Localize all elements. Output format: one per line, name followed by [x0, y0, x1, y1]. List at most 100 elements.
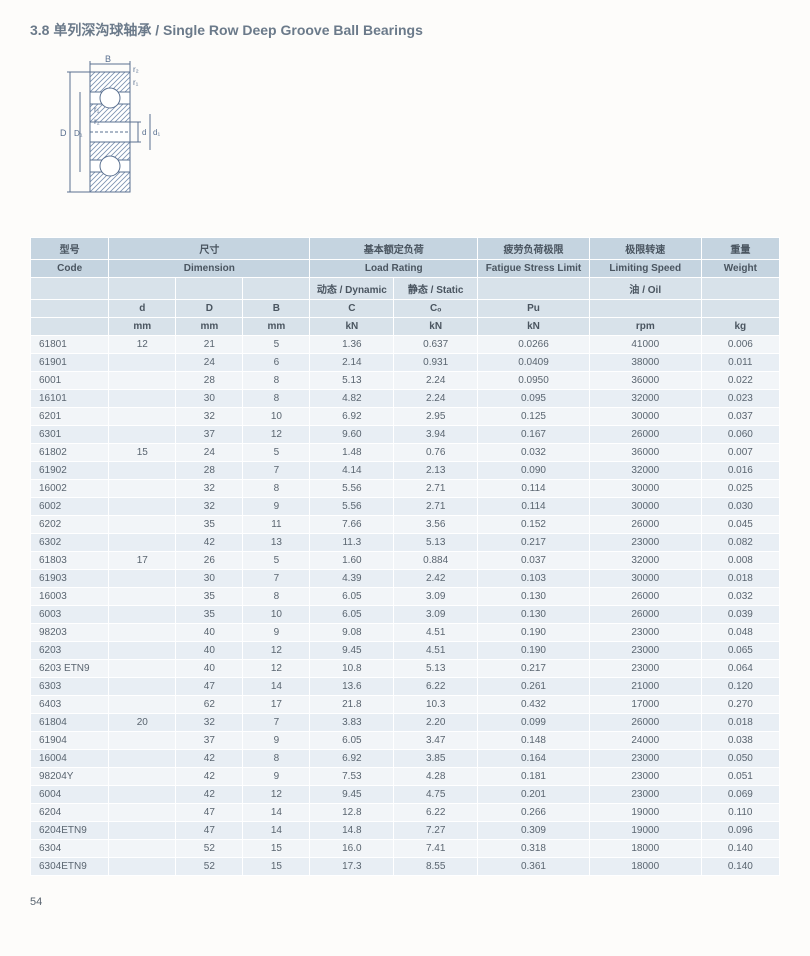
table-cell	[109, 678, 176, 696]
table-cell: 0.096	[701, 822, 779, 840]
sub1-static: 静态 / Static	[394, 278, 478, 300]
table-cell: 6303	[31, 678, 109, 696]
title-cn: 单列深沟球轴承	[53, 22, 151, 38]
table-cell	[109, 534, 176, 552]
hdr-weight-cn: 重量	[701, 238, 779, 260]
table-cell: 16.0	[310, 840, 394, 858]
table-cell: 3.94	[394, 426, 478, 444]
table-cell: 19000	[589, 822, 701, 840]
table-cell: 9.45	[310, 642, 394, 660]
table-cell: 21.8	[310, 696, 394, 714]
unit-mm2: mm	[176, 318, 243, 336]
table-cell: 16003	[31, 588, 109, 606]
table-cell: 2.71	[394, 498, 478, 516]
table-cell: 15	[243, 858, 310, 876]
table-cell: 0.110	[701, 804, 779, 822]
table-cell	[109, 732, 176, 750]
table-cell: 0.050	[701, 750, 779, 768]
table-cell: 8	[243, 588, 310, 606]
table-cell: 0.103	[478, 570, 590, 588]
table-cell: 12	[243, 660, 310, 678]
spec-table: 型号 尺寸 基本额定负荷 疲劳负荷极限 极限转速 重量 Code Dimensi…	[30, 237, 780, 876]
table-cell: 23000	[589, 534, 701, 552]
table-row: 6403621721.810.30.432170000.270	[31, 696, 780, 714]
table-cell	[109, 840, 176, 858]
hdr-code-en: Code	[31, 260, 109, 278]
table-cell: 3.85	[394, 750, 478, 768]
table-cell: 12	[243, 426, 310, 444]
table-cell: 0.261	[478, 678, 590, 696]
table-cell: 30000	[589, 498, 701, 516]
table-cell: 5.56	[310, 480, 394, 498]
svg-text:D₁: D₁	[74, 129, 83, 138]
table-cell: 0.140	[701, 840, 779, 858]
table-cell: 23000	[589, 768, 701, 786]
table-cell: 0.931	[394, 354, 478, 372]
table-cell: 7	[243, 570, 310, 588]
table-cell: 6.22	[394, 678, 478, 696]
table-cell: 8.55	[394, 858, 478, 876]
table-row: 982034099.084.510.190230000.048	[31, 624, 780, 642]
table-cell: 0.0266	[478, 336, 590, 354]
table-cell: 61801	[31, 336, 109, 354]
hdr-speed-cn: 极限转速	[589, 238, 701, 260]
table-cell: 6004	[31, 786, 109, 804]
table-cell: 0.099	[478, 714, 590, 732]
table-cell	[109, 570, 176, 588]
table-cell	[109, 390, 176, 408]
table-cell: 35	[176, 606, 243, 624]
hdr-weight-en: Weight	[701, 260, 779, 278]
table-cell: 6203 ETN9	[31, 660, 109, 678]
table-row: 619022874.142.130.090320000.016	[31, 462, 780, 480]
table-cell: 13	[243, 534, 310, 552]
table-cell: 7.66	[310, 516, 394, 534]
table-cell: 0.201	[478, 786, 590, 804]
table-cell: 15	[243, 840, 310, 858]
table-cell: 26000	[589, 516, 701, 534]
table-cell: 0.048	[701, 624, 779, 642]
unit-mm1: mm	[109, 318, 176, 336]
sub2-7	[589, 300, 701, 318]
table-cell: 0.125	[478, 408, 590, 426]
table-cell: 2.95	[394, 408, 478, 426]
table-cell: 0.038	[701, 732, 779, 750]
table-cell: 42	[176, 534, 243, 552]
unit-kn3: kN	[478, 318, 590, 336]
table-cell: 41000	[589, 336, 701, 354]
table-cell: 0.76	[394, 444, 478, 462]
table-cell: 6302	[31, 534, 109, 552]
table-cell	[109, 354, 176, 372]
table-cell: 11	[243, 516, 310, 534]
table-cell: 9.60	[310, 426, 394, 444]
table-cell: 47	[176, 822, 243, 840]
table-cell	[109, 822, 176, 840]
table-cell: 0.152	[478, 516, 590, 534]
table-cell: 8	[243, 390, 310, 408]
table-cell: 9	[243, 498, 310, 516]
sub2-d: d	[109, 300, 176, 318]
table-cell	[109, 372, 176, 390]
table-cell: 6304ETN9	[31, 858, 109, 876]
section-number: 3.8	[30, 22, 49, 38]
table-cell: 40	[176, 660, 243, 678]
table-cell: 35	[176, 516, 243, 534]
table-cell: 8	[243, 750, 310, 768]
table-cell: 2.20	[394, 714, 478, 732]
table-cell: 10	[243, 408, 310, 426]
table-cell: 32000	[589, 462, 701, 480]
table-cell: 0.361	[478, 858, 590, 876]
table-cell: 2.24	[394, 372, 478, 390]
hdr-dim-en: Dimension	[109, 260, 310, 278]
table-cell: 61904	[31, 732, 109, 750]
table-cell: 0.266	[478, 804, 590, 822]
table-cell: 0.032	[701, 588, 779, 606]
table-cell: 28	[176, 462, 243, 480]
table-cell: 14	[243, 678, 310, 696]
table-cell: 98203	[31, 624, 109, 642]
table-cell: 0.637	[394, 336, 478, 354]
table-cell: 0.130	[478, 606, 590, 624]
table-cell	[109, 768, 176, 786]
table-cell: 0.0950	[478, 372, 590, 390]
table-cell: 14	[243, 804, 310, 822]
table-cell: 23000	[589, 642, 701, 660]
